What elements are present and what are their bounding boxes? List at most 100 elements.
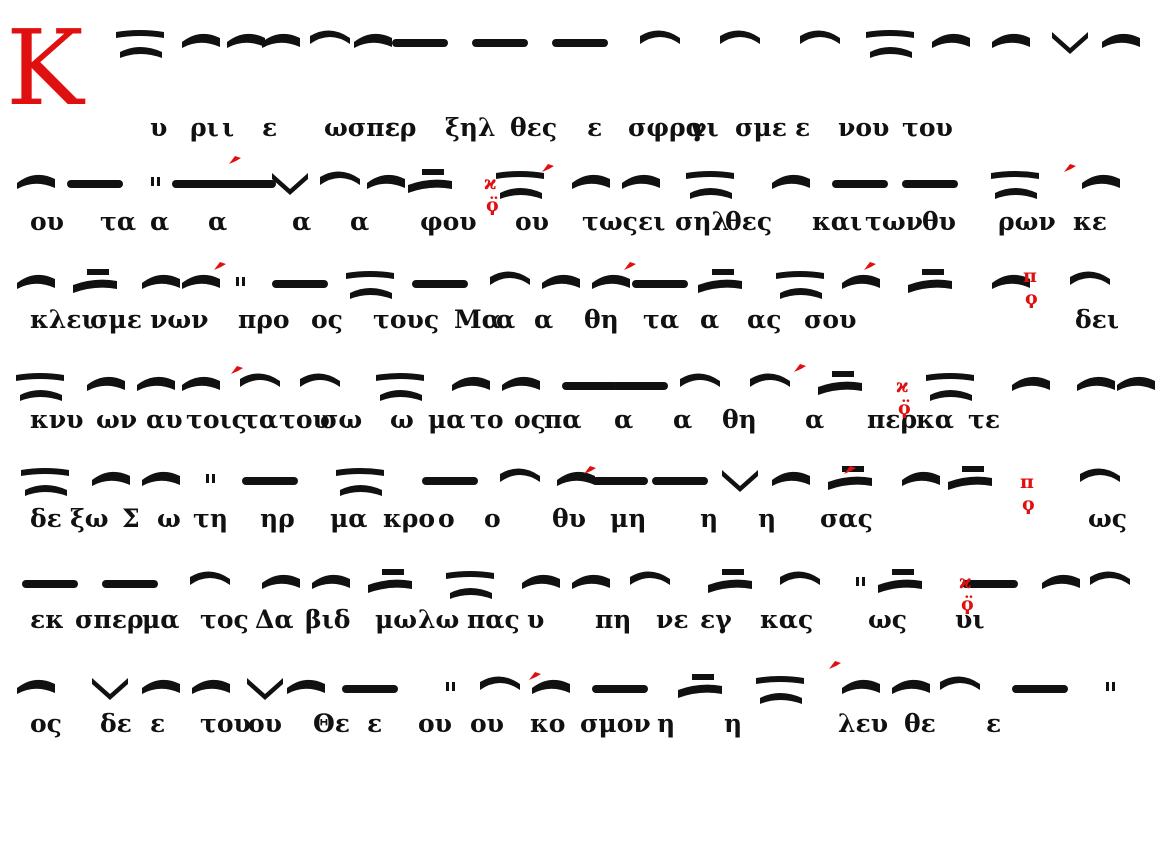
- neume-glyph: [320, 171, 360, 185]
- neume-glyph: [856, 577, 865, 586]
- neume-glyph: [310, 30, 350, 44]
- lyric-syllable: ξω: [70, 504, 109, 533]
- neume-glyph: [151, 177, 160, 186]
- ison-mark-bottom: ϙ̈: [961, 593, 974, 615]
- lyric-syllable: ου: [248, 709, 282, 738]
- neume-glyph: [422, 477, 478, 485]
- neume-glyph: [412, 280, 468, 288]
- red-accent-mark: [542, 164, 554, 172]
- neume-glyph: [866, 30, 914, 58]
- lyric-syllable: το: [470, 405, 504, 434]
- lyric-syllable: κα: [916, 405, 954, 434]
- neume-glyph: [892, 679, 930, 694]
- lyric-syllable: ε: [986, 709, 1001, 738]
- neume-glyph: [818, 371, 862, 395]
- neume-glyph: [452, 376, 490, 391]
- lyric-syllable: θυ: [922, 207, 956, 236]
- neume-glyph: [542, 274, 580, 289]
- neume-glyph: [17, 679, 55, 694]
- neume-glyph: [932, 33, 970, 48]
- lyric-syllable: η: [758, 504, 776, 533]
- neume-glyph: [592, 685, 648, 693]
- lyric-syllable: σμον: [580, 709, 651, 738]
- neume-glyph: [1012, 685, 1068, 693]
- neume-glyph: [1012, 376, 1050, 391]
- neume-glyph: [632, 280, 688, 288]
- neume-glyph: [776, 271, 824, 299]
- lyric-syllable: Μα: [454, 305, 501, 334]
- lyric-syllable: θη: [722, 405, 757, 434]
- neume-glyph: [772, 471, 810, 486]
- neume-glyph: [116, 30, 164, 58]
- neume-glyph: [722, 470, 758, 492]
- neume-glyph: [991, 171, 1039, 199]
- neume-glyph: [368, 569, 412, 593]
- neume-glyph: [926, 373, 974, 401]
- neume-glyph: [902, 180, 958, 188]
- ison-mark-top: ϰ: [484, 172, 496, 194]
- neume-glyph: [1090, 571, 1130, 585]
- neume-glyph: [446, 682, 455, 691]
- neume-glyph: [1082, 174, 1120, 189]
- lyric-syllable: θες: [725, 207, 772, 236]
- neume-glyph: [1080, 468, 1120, 482]
- lyric-syllable: σας: [820, 504, 873, 533]
- neume-glyph: [1052, 32, 1088, 54]
- lyric-syllable: τους: [373, 305, 439, 334]
- neume-glyph: [408, 169, 452, 193]
- neume-glyph: [622, 174, 660, 189]
- red-accent-mark: [624, 262, 636, 270]
- lyric-syllable: ε: [795, 113, 810, 142]
- lyric-syllable: νων: [150, 305, 209, 334]
- lyric-syllable: σπερ: [75, 605, 144, 634]
- neume-glyph: [342, 685, 398, 693]
- neume-glyph: [312, 574, 350, 589]
- lyric-syllable: ει: [638, 207, 665, 236]
- neume-glyph: [182, 274, 220, 289]
- neume-glyph: [137, 376, 175, 391]
- ison-mark-bottom: ϙ̈: [486, 194, 499, 216]
- lyric-syllable: πη: [595, 605, 631, 634]
- ison-mark-top: π: [1020, 471, 1034, 493]
- neume-glyph: [878, 569, 922, 593]
- lyric-syllable: ας: [747, 305, 781, 334]
- lyric-syllable: τος: [200, 605, 249, 634]
- neume-glyph: [557, 471, 595, 486]
- lyric-syllable: σφρα: [628, 113, 705, 142]
- neume-glyph: [102, 580, 158, 588]
- neume-glyph: [640, 30, 680, 44]
- neume-glyph: [1070, 271, 1110, 285]
- lyric-syllable: σω: [320, 405, 362, 434]
- lyric-syllable: ε: [367, 709, 382, 738]
- neume-glyph: [652, 477, 708, 485]
- lyric-syllable: κε: [1073, 207, 1107, 236]
- lyric-syllable: τοις: [186, 405, 247, 434]
- neume-glyph: [367, 174, 405, 189]
- lyric-syllable: ηρ: [260, 504, 295, 533]
- lyric-syllable: Θε: [313, 709, 350, 738]
- lyric-syllable: φου: [420, 207, 477, 236]
- neume-glyph: [678, 674, 722, 698]
- lyric-syllable: η: [700, 504, 718, 533]
- lyric-syllable: ο: [438, 504, 455, 533]
- ison-mark-bottom: ϙ: [1025, 287, 1038, 309]
- neume-glyph: [206, 474, 215, 483]
- neume-glyph: [750, 373, 790, 387]
- lyric-syllable: α: [614, 405, 633, 434]
- neume-glyph: [592, 477, 648, 485]
- lyric-syllable: δε: [30, 504, 62, 533]
- lyric-syllable: και: [812, 207, 862, 236]
- neume-glyph: [192, 679, 230, 694]
- neume-glyph: [67, 180, 123, 188]
- neume-glyph: [500, 468, 540, 482]
- lyric-syllable: βιδ: [305, 605, 350, 634]
- neume-glyph: [592, 274, 630, 289]
- ison-mark-top: ϰ: [959, 571, 971, 593]
- lyric-syllable: ε: [262, 113, 277, 142]
- neume-glyph: [572, 574, 610, 589]
- lyric-syllable: τα: [100, 207, 136, 236]
- lyric-syllable: τη: [193, 504, 228, 533]
- lyric-syllable: του: [902, 113, 953, 142]
- lyric-syllable: α: [534, 305, 553, 334]
- neume-glyph: [502, 376, 540, 391]
